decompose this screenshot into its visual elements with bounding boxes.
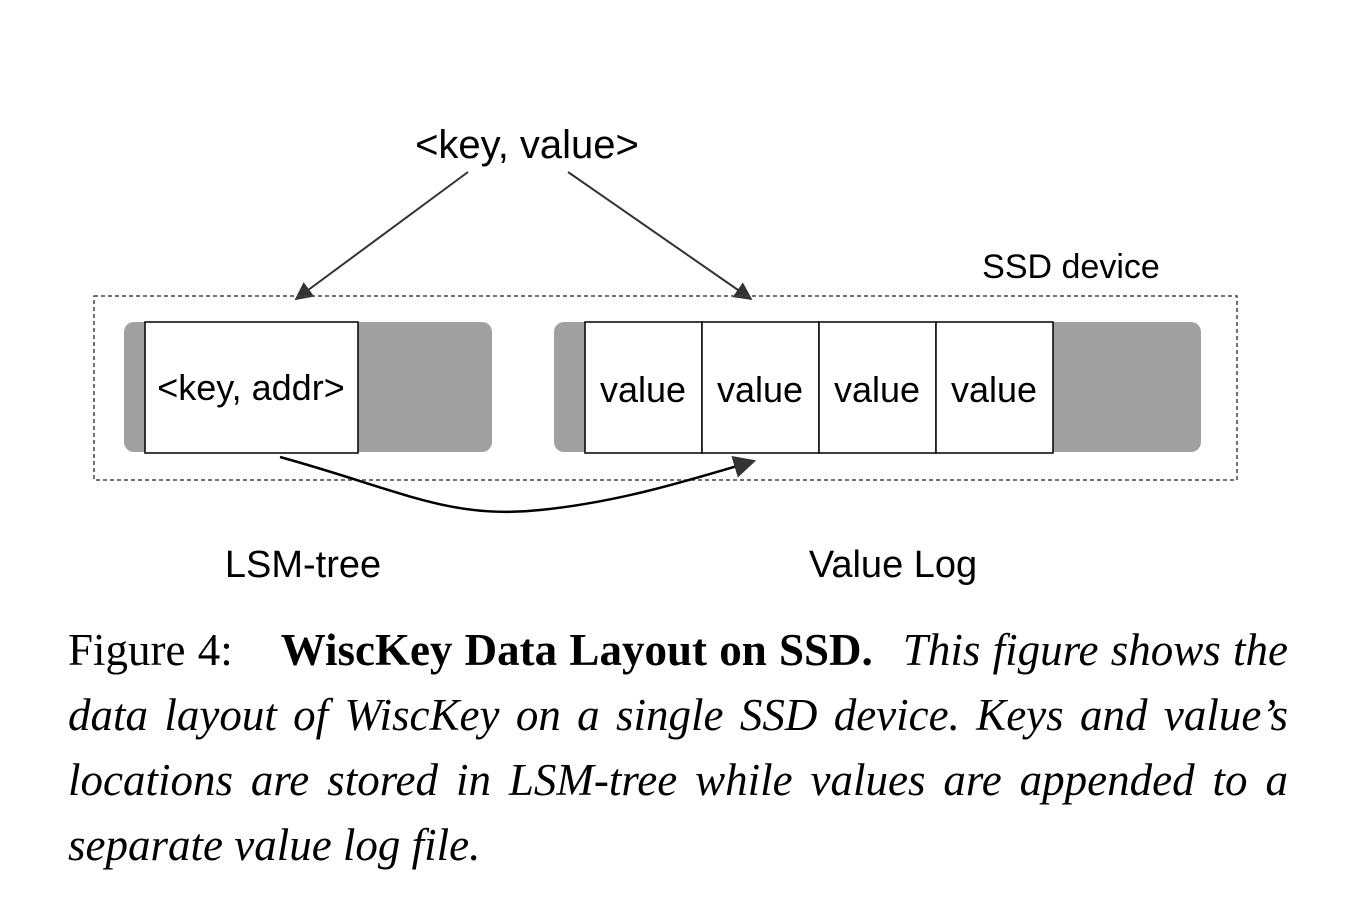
- value-log-label: Value Log: [809, 544, 977, 586]
- figure-title: WiscKey Data Layout on SSD.: [280, 625, 873, 675]
- arrow-to-lsm: [294, 171, 469, 301]
- value-box-3: value: [818, 321, 937, 454]
- address-pointer-arrow: [279, 455, 757, 514]
- figure-caption: Figure 4: WiscKey Data Layout on SSD. This…: [68, 618, 1288, 878]
- lsm-tree-label: LSM-tree: [225, 544, 381, 586]
- lsm-entry-box: [144, 321, 359, 454]
- value-box-4: value: [935, 321, 1054, 454]
- value-box-2: value: [701, 321, 820, 454]
- figure-number: Figure 4:: [68, 625, 233, 675]
- arrow-to-vlog: [567, 171, 753, 301]
- value-label: value: [951, 369, 1037, 410]
- ssd-device-label: SSD device: [982, 248, 1160, 286]
- value-label: value: [600, 369, 686, 410]
- wisckey-layout-diagram: <key, value> SSD device <key, addr> valu…: [93, 123, 1238, 586]
- figure-description: This figure shows the data layout of Wis…: [68, 625, 1288, 870]
- ssd-device-boundary: [93, 295, 1238, 481]
- value-label: value: [717, 369, 803, 410]
- lsm-entry-label: <key, addr>: [157, 367, 344, 408]
- input-kv-label: <key, value>: [415, 123, 639, 167]
- value-box-1: value: [584, 321, 703, 454]
- value-label: value: [834, 369, 920, 410]
